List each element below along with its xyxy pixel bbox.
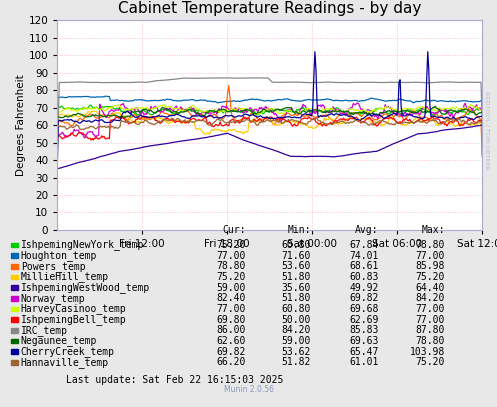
Text: 66.20: 66.20 [217,357,246,367]
Text: 51.80: 51.80 [282,293,311,303]
Text: 78.80: 78.80 [415,240,445,250]
Text: HarveyCasinoo_temp: HarveyCasinoo_temp [21,304,127,315]
Text: 35.60: 35.60 [282,283,311,293]
Text: Avg:: Avg: [355,225,379,235]
Text: IshpemingNewYork_temp: IshpemingNewYork_temp [21,240,144,250]
Text: 59.00: 59.00 [282,336,311,346]
Text: 84.20: 84.20 [282,325,311,335]
Text: 51.80: 51.80 [282,272,311,282]
Text: 60.83: 60.83 [349,272,379,282]
Text: 69.82: 69.82 [349,293,379,303]
Text: 53.62: 53.62 [282,347,311,357]
Text: Hannaville_temp: Hannaville_temp [21,357,109,368]
Text: 62.60: 62.60 [217,336,246,346]
Text: 84.20: 84.20 [415,293,445,303]
Text: 53.60: 53.60 [282,261,311,271]
Text: 69.63: 69.63 [349,336,379,346]
Text: 68.61: 68.61 [349,261,379,271]
Text: Max:: Max: [421,225,445,235]
Text: 86.00: 86.00 [217,325,246,335]
Text: 64.40: 64.40 [415,283,445,293]
Text: 77.00: 77.00 [217,251,246,260]
Text: 85.98: 85.98 [415,261,445,271]
Text: 59.00: 59.00 [217,283,246,293]
Text: Cur:: Cur: [223,225,246,235]
Text: 61.01: 61.01 [349,357,379,367]
Text: MillieHill_temp: MillieHill_temp [21,271,109,282]
Text: 49.92: 49.92 [349,283,379,293]
Text: Negaunee_temp: Negaunee_temp [21,335,97,346]
Text: 69.68: 69.68 [349,304,379,314]
Text: 69.80: 69.80 [217,315,246,325]
Text: 65.47: 65.47 [349,347,379,357]
Text: Min:: Min: [288,225,311,235]
Text: IshpemingWestWood_temp: IshpemingWestWood_temp [21,282,150,293]
Text: 50.00: 50.00 [282,315,311,325]
Text: 77.00: 77.00 [415,251,445,260]
Text: 77.00: 77.00 [415,304,445,314]
Text: Last update: Sat Feb 22 16:15:03 2025: Last update: Sat Feb 22 16:15:03 2025 [66,374,283,385]
Y-axis label: Degrees Fahrenheit: Degrees Fahrenheit [15,74,26,176]
Text: 60.80: 60.80 [282,304,311,314]
Text: 77.00: 77.00 [217,304,246,314]
Text: CherryCreek_temp: CherryCreek_temp [21,346,115,357]
Text: 60.80: 60.80 [282,240,311,250]
Text: Powers_temp: Powers_temp [21,261,85,272]
Text: 87.80: 87.80 [415,325,445,335]
Text: 77.00: 77.00 [415,315,445,325]
Text: 75.20: 75.20 [415,272,445,282]
Text: 82.40: 82.40 [217,293,246,303]
Text: 75.20: 75.20 [217,240,246,250]
Text: 103.98: 103.98 [410,347,445,357]
Text: 74.01: 74.01 [349,251,379,260]
Text: IshpemingBell_temp: IshpemingBell_temp [21,314,127,325]
Text: 78.80: 78.80 [217,261,246,271]
Title: Cabinet Temperature Readings - by day: Cabinet Temperature Readings - by day [118,1,421,16]
Text: 71.60: 71.60 [282,251,311,260]
Text: 69.82: 69.82 [217,347,246,357]
Text: 75.20: 75.20 [415,357,445,367]
Text: 78.80: 78.80 [415,336,445,346]
Text: Houghton_temp: Houghton_temp [21,250,97,261]
Text: 75.20: 75.20 [217,272,246,282]
Text: 51.82: 51.82 [282,357,311,367]
Text: Norway_temp: Norway_temp [21,293,85,304]
Text: Munin 2.0.56: Munin 2.0.56 [224,385,273,394]
Text: IRC_temp: IRC_temp [21,325,68,336]
Text: 67.84: 67.84 [349,240,379,250]
Text: RRDTOOL / TOBI OETKER: RRDTOOL / TOBI OETKER [485,91,490,170]
Text: 85.83: 85.83 [349,325,379,335]
Text: 62.69: 62.69 [349,315,379,325]
